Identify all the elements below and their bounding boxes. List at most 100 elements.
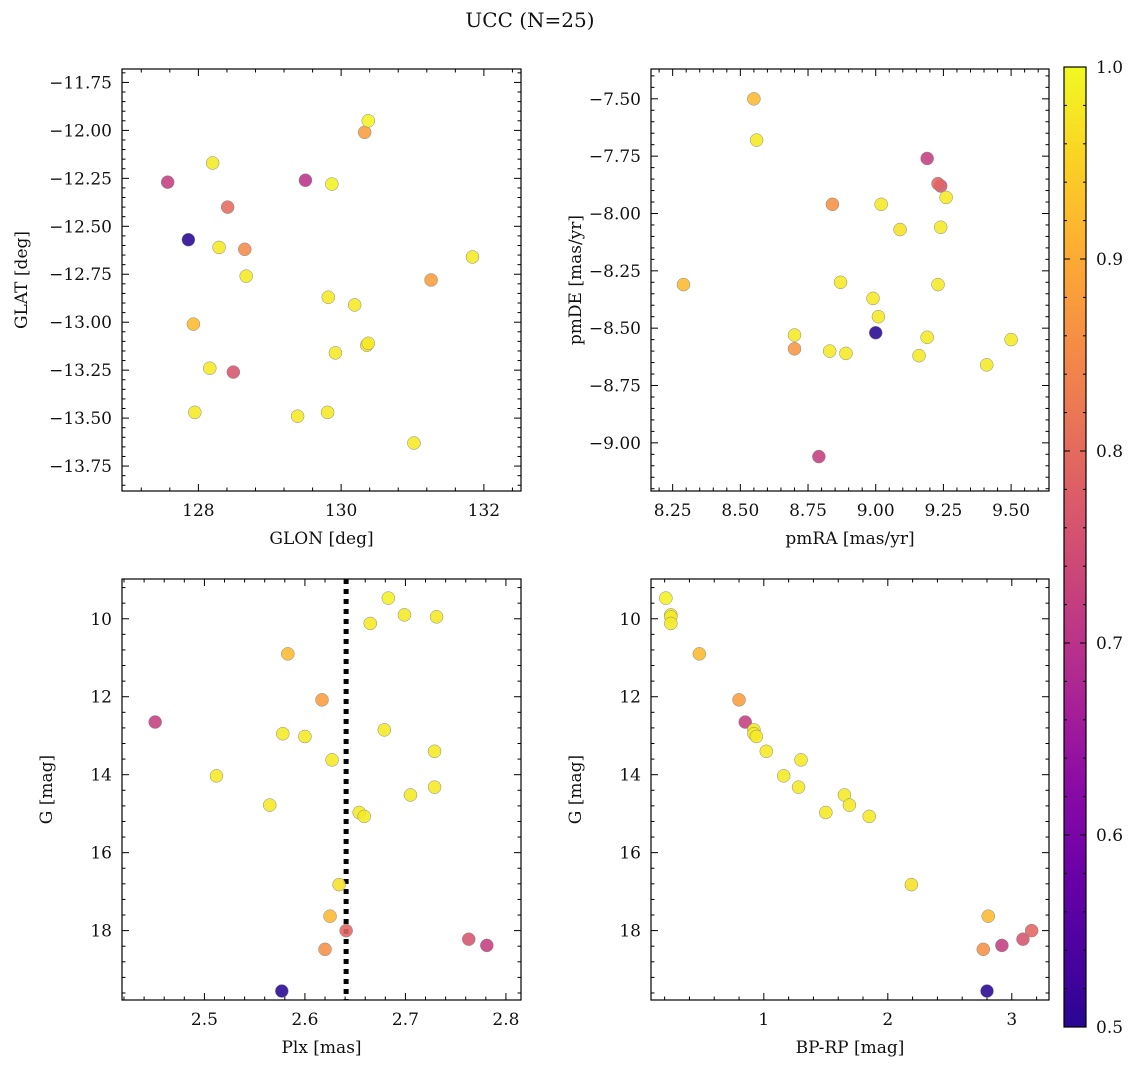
data-point: [912, 348, 926, 363]
x-tick-label: 132: [468, 501, 500, 521]
data-point: [979, 358, 994, 372]
data-point: [749, 729, 764, 744]
y-axis-label: G [mag]: [37, 755, 57, 824]
colorbar-tick-label: 0.6: [1096, 826, 1123, 846]
data-point: [361, 114, 376, 128]
colorbar-tick-label: 0.9: [1096, 250, 1123, 270]
colorbar-tick-label: 0.8: [1096, 442, 1123, 462]
panel-plx-g: 2.5 2.6 2.7 2.8 10 12 14 16 18 Plx [mas] G [mag]: [37, 578, 522, 1058]
data-point: [976, 942, 991, 957]
data-point: [226, 365, 241, 379]
data-point: [407, 436, 421, 450]
x-tick-label: 3: [1006, 1010, 1017, 1030]
data-point: [1016, 932, 1030, 946]
data-point: [825, 197, 840, 212]
axes-frame: [650, 68, 1050, 492]
data-point: [148, 715, 162, 729]
data-point: [397, 608, 412, 622]
y-tick-label: 10: [90, 610, 112, 630]
y-tick-label: −13.00: [49, 313, 112, 333]
data-point: [1024, 923, 1039, 938]
data-point: [933, 220, 948, 234]
data-point: [874, 197, 888, 212]
y-axis-label: G [mag]: [566, 755, 586, 824]
y-tick-label: −9.00: [589, 434, 641, 454]
data-point: [325, 753, 339, 767]
y-tick-label: −13.25: [49, 361, 112, 381]
data-point: [315, 693, 329, 707]
data-point: [381, 591, 396, 605]
data-point: [842, 798, 857, 812]
y-tick-label: −8.75: [589, 377, 641, 397]
x-tick-label: 2.5: [191, 1010, 218, 1030]
x-tick-label: 130: [325, 501, 357, 521]
data-point: [465, 250, 480, 264]
data-point: [357, 809, 371, 824]
data-point: [939, 190, 953, 205]
data-point: [323, 909, 337, 923]
x-tick-label: 8.50: [721, 501, 759, 521]
data-point: [659, 591, 673, 605]
y-tick-label: 10: [619, 610, 641, 630]
y-axis-label: pmDE [mas/yr]: [566, 215, 586, 345]
data-point: [819, 805, 833, 820]
y-tick-label: 12: [619, 688, 641, 708]
data-point: [738, 715, 752, 729]
data-point: [181, 232, 196, 247]
data-point: [692, 647, 707, 661]
x-axis-label: Plx [mas]: [281, 1038, 361, 1058]
data-point: [325, 177, 339, 191]
data-point: [862, 809, 876, 824]
colorbar-tick-label: 0.7: [1096, 634, 1123, 654]
x-tick-label: 2: [882, 1010, 893, 1030]
data-point: [205, 156, 220, 170]
data-point: [1004, 332, 1018, 347]
y-tick-label: 18: [619, 922, 641, 942]
data-point: [339, 923, 353, 938]
y-tick-label: −12.25: [49, 169, 112, 189]
colorbar-tick-label: 1.0: [1096, 58, 1123, 78]
data-point: [931, 176, 945, 191]
y-tick-label: −8.00: [589, 204, 641, 224]
x-tick-label: 9.50: [992, 501, 1030, 521]
data-point: [290, 409, 305, 423]
x-tick-label: 1: [758, 1010, 769, 1030]
x-tick-label: 2.7: [392, 1010, 419, 1030]
data-point: [759, 744, 774, 759]
data-point: [281, 647, 295, 661]
x-tick-label: 128: [182, 501, 214, 521]
data-point: [298, 173, 313, 188]
figure-title: UCC (N=25): [465, 8, 594, 32]
data-point: [186, 317, 201, 331]
data-point: [787, 328, 802, 342]
y-axis-label: GLAT [deg]: [12, 231, 32, 329]
data-point: [980, 984, 994, 998]
y-tick-label: 16: [90, 844, 112, 864]
x-axis-label: pmRA [mas/yr]: [785, 529, 914, 549]
y-tick-label: 14: [619, 766, 641, 786]
data-point: [328, 346, 343, 360]
data-point: [262, 798, 277, 812]
data-point: [893, 222, 907, 237]
x-tick-label: 9.00: [857, 501, 895, 521]
data-point: [238, 242, 252, 257]
data-point: [427, 744, 442, 759]
data-point: [920, 151, 934, 166]
data-point: [871, 309, 886, 324]
x-tick-label: 8.25: [654, 501, 692, 521]
y-tick-label: 12: [90, 688, 112, 708]
data-point: [347, 298, 362, 312]
data-point: [429, 610, 444, 624]
x-tick-label: 2.6: [291, 1010, 318, 1030]
data-point: [732, 693, 746, 707]
data-point: [812, 449, 826, 464]
y-tick-label: −12.75: [49, 265, 112, 285]
data-point: [480, 938, 494, 953]
data-point: [357, 125, 372, 140]
data-point: [212, 240, 226, 255]
axes-frame: [121, 68, 522, 492]
data-point: [794, 753, 808, 767]
colorbar-gradient: [1064, 67, 1086, 1027]
x-tick-label: 2.8: [492, 1010, 519, 1030]
